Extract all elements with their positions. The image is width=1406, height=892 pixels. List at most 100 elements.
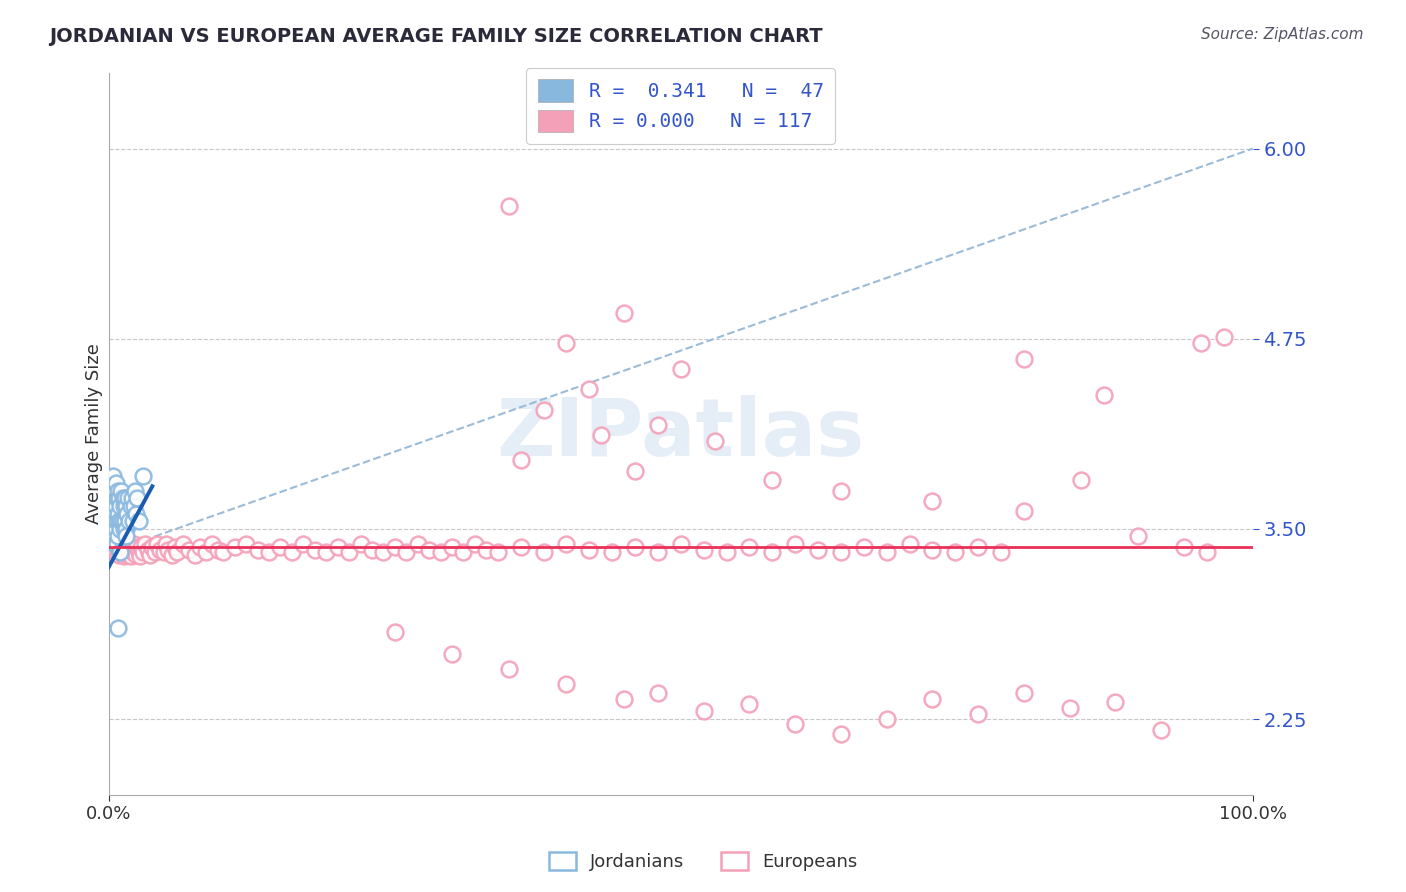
Point [105,537,128,551]
Point [224,540,246,554]
Point [120,549,142,564]
Point [114,514,136,528]
Point [103,514,125,528]
Point [1012,503,1035,517]
Point [115,543,138,558]
Point [669,362,692,376]
Point [124,543,146,558]
Point [475,543,498,558]
Point [589,427,612,442]
Point [235,537,257,551]
Point [418,543,440,558]
Point [785,537,807,551]
Point [785,716,807,731]
Point [624,464,647,478]
Text: Source: ZipAtlas.com: Source: ZipAtlas.com [1201,27,1364,42]
Point [304,543,326,558]
Point [125,507,148,521]
Point [704,434,727,448]
Point [1059,701,1081,715]
Point [600,544,623,558]
Point [107,529,129,543]
Point [440,540,463,554]
Point [118,544,141,558]
Point [613,306,636,320]
Point [326,540,349,554]
Point [1070,473,1092,487]
Point [115,499,138,513]
Text: ZIPatlas: ZIPatlas [496,395,865,473]
Point [246,543,269,558]
Point [105,537,128,551]
Point [128,514,150,528]
Point [124,483,146,498]
Point [830,483,852,498]
Point [257,544,280,558]
Point [281,544,304,558]
Point [190,540,212,554]
Point [103,468,125,483]
Point [114,491,136,506]
Point [1195,544,1218,558]
Point [117,540,139,554]
Point [139,548,162,562]
Point [464,537,486,551]
Point [533,544,555,558]
Point [898,537,921,551]
Point [110,499,132,513]
Point [692,543,714,558]
Point [157,543,180,558]
Point [127,540,149,554]
Point [115,548,138,562]
Point [486,544,509,558]
Point [967,540,990,554]
Point [624,540,647,554]
Point [292,537,315,551]
Legend: R =  0.341   N =  47, R = 0.000   N = 117: R = 0.341 N = 47, R = 0.000 N = 117 [526,68,835,144]
Point [110,514,132,528]
Point [943,544,966,558]
Point [117,491,139,506]
Point [578,543,600,558]
Point [108,548,131,562]
Point [669,537,692,551]
Point [716,544,738,558]
Point [122,544,145,558]
Point [121,491,143,506]
Point [647,418,669,433]
Point [498,662,520,676]
Point [104,499,127,513]
Point [100,514,122,528]
Point [990,544,1012,558]
Point [128,544,150,558]
Point [111,540,134,554]
Point [1104,695,1126,709]
Point [384,625,406,640]
Point [118,514,141,528]
Point [104,476,127,491]
Point [172,537,194,551]
Point [207,543,229,558]
Point [103,483,125,498]
Point [1092,388,1115,402]
Point [440,647,463,661]
Point [132,468,155,483]
Point [509,540,531,554]
Point [1012,351,1035,366]
Point [110,537,132,551]
Point [125,548,148,562]
Point [498,199,520,213]
Point [132,544,155,558]
Point [143,544,166,558]
Point [1213,330,1236,344]
Point [110,544,132,558]
Point [103,534,125,549]
Point [761,544,783,558]
Point [647,544,669,558]
Point [578,382,600,396]
Point [692,705,714,719]
Point [738,540,761,554]
Point [830,727,852,741]
Point [107,621,129,635]
Point [105,491,128,506]
